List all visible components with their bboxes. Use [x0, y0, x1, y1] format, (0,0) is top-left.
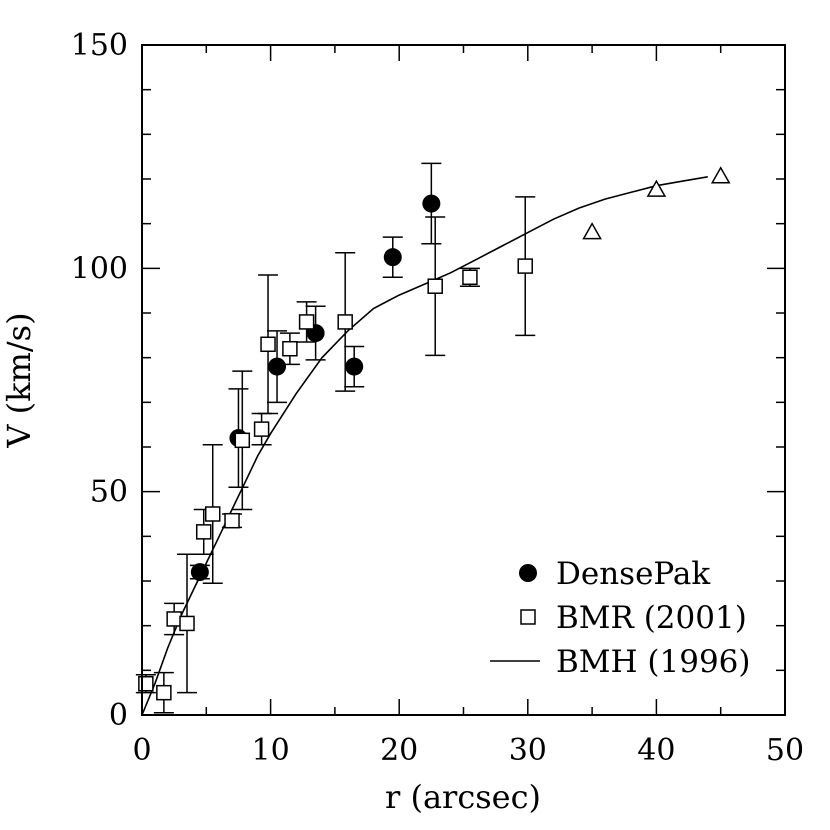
y-tick-label: 150 [71, 28, 128, 63]
x-tick-label: 50 [766, 733, 804, 768]
bmr-2001-point [282, 340, 298, 357]
plot-frame [141, 44, 786, 716]
y-tick-label: 0 [109, 698, 128, 733]
densepak-point [422, 194, 441, 213]
data-markers [138, 166, 731, 701]
bmr-2001-point [298, 314, 315, 330]
densepak-point [345, 357, 364, 376]
legend-symbols [490, 564, 540, 662]
x-tick-label: 10 [252, 733, 290, 768]
bmr-2001-point [204, 506, 221, 522]
x-tick-label: 0 [132, 733, 151, 768]
densepak-point [383, 248, 402, 267]
legend-label-bmr-2001: BMR (2001) [556, 600, 747, 636]
bmr-2001-point [156, 684, 172, 701]
bmr-2001-point [253, 421, 270, 437]
densepak-point [268, 357, 287, 376]
legend-label-bmh-1996: BMH (1996) [556, 644, 751, 680]
tick-labels: 0 10 20 30 40 50 0 50 100 150 [71, 28, 804, 768]
y-axis-title: V (km/s) [0, 312, 38, 448]
bmr-2001-point [337, 314, 353, 330]
legend-symbol-densepak [519, 564, 537, 582]
bmr-2001-point [427, 278, 443, 294]
x-tick-label: 20 [380, 733, 418, 768]
x-tick-label: 30 [509, 733, 547, 768]
bmr-2001-point [517, 258, 533, 274]
bmr-2001-point [462, 269, 478, 286]
triangle-point [582, 222, 602, 240]
y-tick-label: 50 [90, 475, 128, 510]
y-tick-label: 100 [71, 251, 128, 286]
triangle-point [710, 166, 731, 184]
densepak-point [190, 563, 209, 582]
bmr-2001-point [234, 432, 251, 449]
bmr-2001-point [260, 336, 276, 353]
bmr-2001-point [138, 675, 154, 692]
triangle-point [646, 179, 667, 197]
bmr-2001-point [166, 611, 182, 627]
bmr-2001-point [224, 512, 240, 529]
error-bars [135, 162, 536, 714]
legend-label-densepak: DensePak [556, 556, 710, 592]
x-tick-label: 40 [637, 733, 675, 768]
x-axis-title: r (arcsec) [385, 778, 541, 816]
bmr-2001-point [179, 615, 195, 632]
legend: DensePak BMR (2001) BMH (1996) [490, 556, 751, 680]
legend-symbol-bmr-2001 [520, 609, 536, 625]
bmr-2001-point [195, 524, 212, 540]
